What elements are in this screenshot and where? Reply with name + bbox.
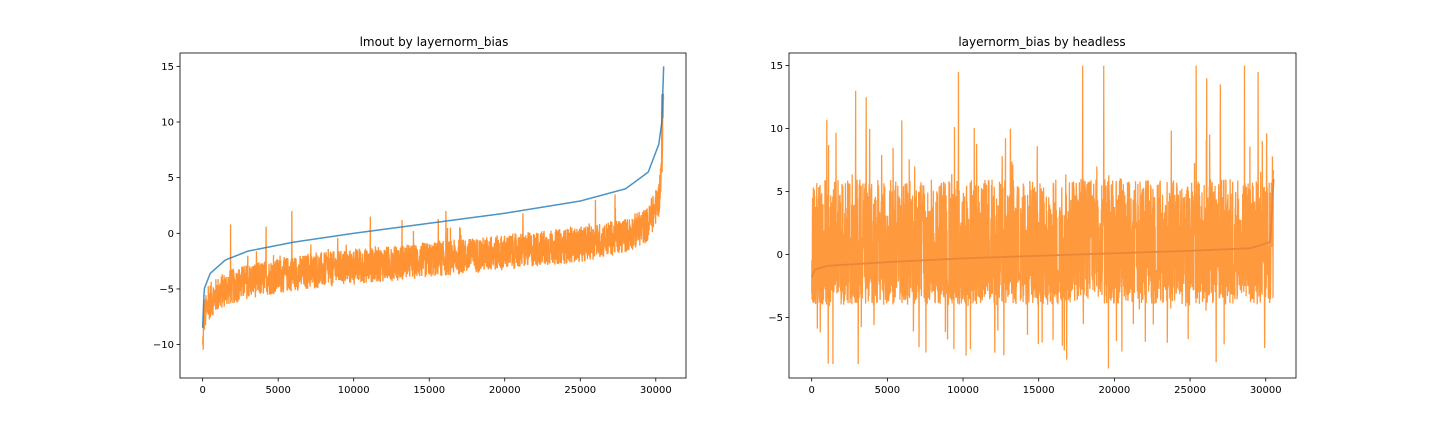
- x-tick-label: 30000: [640, 385, 672, 396]
- left-chart-series: [201, 66, 665, 350]
- x-tick-label: 0: [809, 385, 815, 396]
- left-chart-frame: [179, 52, 687, 379]
- right-chart-series: [810, 65, 1275, 369]
- x-tick-label: 15000: [413, 385, 445, 396]
- y-tick-label: 15: [770, 61, 783, 72]
- y-tick-label: 5: [168, 173, 174, 184]
- left-chart-x-axis: 0 5000 10000 15000 20000 25000 30000: [199, 378, 672, 396]
- x-tick-label: 0: [199, 385, 205, 396]
- x-tick-label: 20000: [1098, 385, 1130, 396]
- y-tick-label: 0: [777, 250, 783, 261]
- right-chart-x-axis: 0 5000 10000 15000 20000 25000 30000: [809, 378, 1282, 396]
- right-chart: layernorm_bias by headless 0 5000 10000 150…: [768, 35, 1297, 396]
- right-chart-frame: [788, 52, 1297, 379]
- y-tick-label: 0: [168, 229, 174, 240]
- x-tick-label: 20000: [489, 385, 521, 396]
- right-chart-y-axis: −5 0 5 10 15: [768, 61, 789, 324]
- x-tick-label: 25000: [564, 385, 596, 396]
- y-tick-label: 10: [161, 118, 174, 129]
- y-tick-label: −10: [153, 340, 174, 351]
- y-tick-label: 10: [770, 124, 783, 135]
- x-tick-label: 30000: [1250, 385, 1282, 396]
- y-tick-label: −5: [768, 313, 783, 324]
- x-tick-label: 5000: [875, 385, 900, 396]
- right-chart-title: layernorm_bias by headless: [958, 35, 1125, 49]
- left-series-noisy-line: [202, 93, 665, 350]
- left-chart-title: lmout by layernorm_bias: [360, 35, 509, 49]
- x-tick-label: 15000: [1023, 385, 1055, 396]
- right-series-noisy-line: [811, 65, 1275, 369]
- left-chart-y-axis: −10 −5 0 5 10 15: [153, 62, 180, 351]
- y-tick-label: 15: [161, 62, 174, 73]
- y-tick-label: 5: [777, 187, 783, 198]
- x-tick-label: 5000: [265, 385, 290, 396]
- right-series-sorted-line: [810, 178, 1275, 278]
- x-tick-label: 25000: [1174, 385, 1206, 396]
- left-series-sorted-line: [201, 66, 665, 328]
- x-tick-label: 10000: [947, 385, 979, 396]
- x-tick-label: 10000: [338, 385, 370, 396]
- y-tick-label: −5: [159, 284, 174, 295]
- left-chart: lmout by layernorm_bias 0 5000 10000 15000 2…: [153, 35, 687, 396]
